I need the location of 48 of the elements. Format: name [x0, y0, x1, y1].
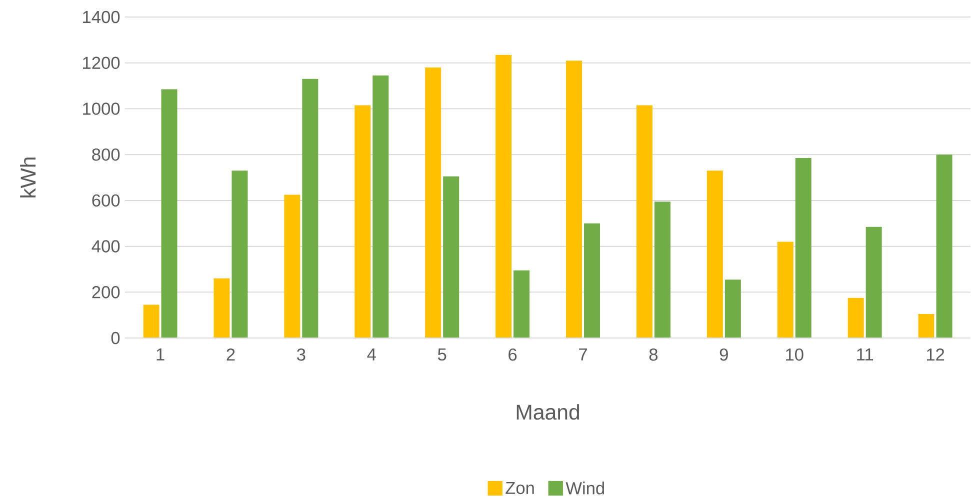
bar — [496, 54, 512, 338]
x-tick-label: 5 — [438, 348, 446, 361]
bar — [566, 60, 582, 338]
x-axis-title: Maand — [516, 404, 580, 420]
x-tick-label: 12 — [926, 348, 944, 361]
bar — [777, 242, 794, 338]
bar — [514, 270, 530, 338]
x-tick-label: 1 — [156, 348, 164, 360]
x-tick-label: 4 — [367, 348, 376, 360]
y-axis-title: kWh — [20, 158, 36, 198]
bar — [654, 202, 670, 338]
y-tick-label: 800 — [92, 148, 120, 161]
bar — [636, 105, 652, 338]
bar — [866, 226, 882, 338]
bar — [443, 176, 460, 338]
bar — [584, 223, 600, 338]
x-tick-label: 7 — [579, 348, 587, 360]
bar — [795, 158, 812, 338]
bar — [354, 105, 371, 338]
y-tick-label: 600 — [92, 194, 120, 207]
bar — [936, 154, 952, 338]
bar — [143, 304, 160, 338]
bar — [302, 78, 318, 338]
x-tick-label: 11 — [857, 348, 873, 360]
bar — [918, 314, 934, 338]
bar — [706, 170, 723, 338]
x-tick-label: 3 — [297, 348, 306, 361]
y-tick-label: 1200 — [83, 56, 120, 69]
legend-label: Zon — [506, 482, 534, 494]
bar — [161, 89, 178, 338]
bar — [425, 67, 442, 338]
y-tick-label: 1000 — [83, 102, 120, 115]
bar — [372, 75, 389, 338]
y-tick-label: 400 — [92, 240, 120, 252]
x-tick-label: 8 — [649, 348, 658, 361]
x-tick-label: 10 — [786, 348, 804, 361]
bar — [232, 170, 248, 338]
x-tick-label: 9 — [720, 348, 728, 361]
x-tick-label: 2 — [226, 348, 235, 361]
bar — [284, 194, 300, 338]
y-tick-label: 200 — [92, 286, 120, 298]
bar — [848, 298, 864, 338]
legend-label: Wind — [566, 482, 604, 494]
bar — [724, 280, 741, 338]
bar — [214, 278, 230, 338]
y-tick-label: 1400 — [83, 10, 120, 24]
y-tick-label: 0 — [111, 332, 120, 344]
x-tick-label: 6 — [508, 348, 517, 361]
